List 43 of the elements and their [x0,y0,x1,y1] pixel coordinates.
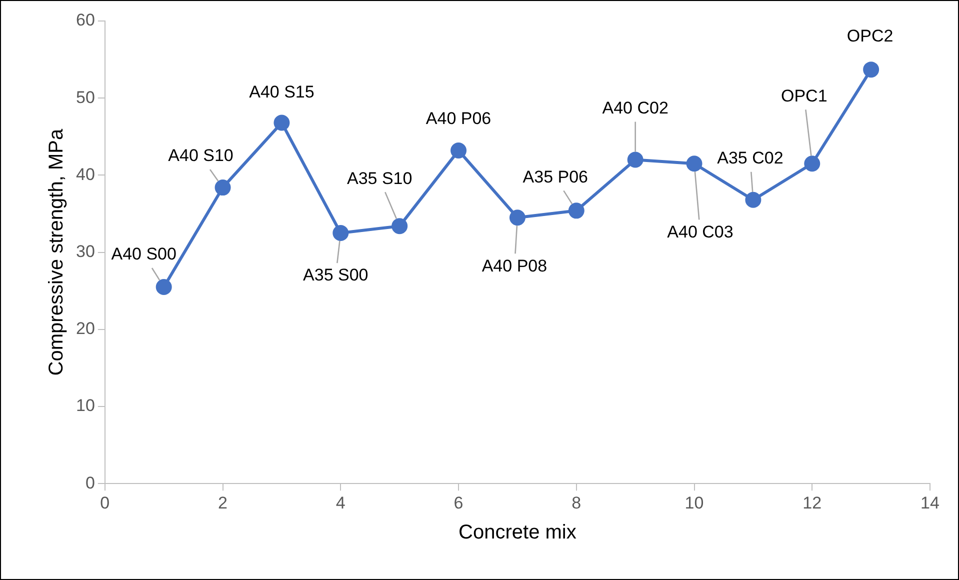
annotation: A35 S00 [303,266,368,285]
point [332,225,349,242]
annotation: A40 P08 [482,256,548,276]
y-tick-label: 30 [76,242,95,261]
x-tick-label: 4 [336,493,346,512]
y-tick-label: 20 [76,319,95,338]
x-tick-label: 12 [802,493,822,512]
annotation: OPC1 [780,86,828,106]
y-axis-title: Compressive strength, MPa [46,128,68,376]
x-tick-label: 6 [454,493,464,512]
annotation: A35 C02 [717,148,784,168]
annotation: OPC2 [846,26,894,46]
annotation: A40 S00 [111,244,176,264]
point [627,152,644,168]
point [509,210,526,226]
annotation: A35 S10 [346,168,412,188]
x-tick-label: 2 [218,493,228,512]
x-axis-title: Concrete mix [458,522,576,544]
point [274,114,290,131]
point [156,278,172,295]
annotation: A40 C02 [602,98,668,118]
annotation: A40 S15 [249,82,314,102]
point [450,142,467,159]
y-tick-label: 40 [76,164,95,184]
x-tick-label: 10 [684,493,704,512]
annotation: A35 P06 [522,167,588,186]
y-tick-label: 10 [76,396,95,416]
x-tick-label: 0 [100,493,110,512]
point [214,180,231,196]
x-tick-label: 8 [572,493,582,512]
point [686,156,702,172]
annotation: A40 S10 [168,146,234,166]
point [392,218,408,234]
point [804,156,820,172]
y-tick-label: 0 [85,473,95,492]
annotation: A40 C03 [667,222,734,242]
annotation: A40 P06 [426,109,492,128]
y-tick-label: 60 [76,10,95,30]
point [568,202,584,219]
point [745,192,762,208]
y-tick-label: 50 [76,88,95,107]
x-tick-label: 14 [920,493,940,512]
point [863,62,880,78]
